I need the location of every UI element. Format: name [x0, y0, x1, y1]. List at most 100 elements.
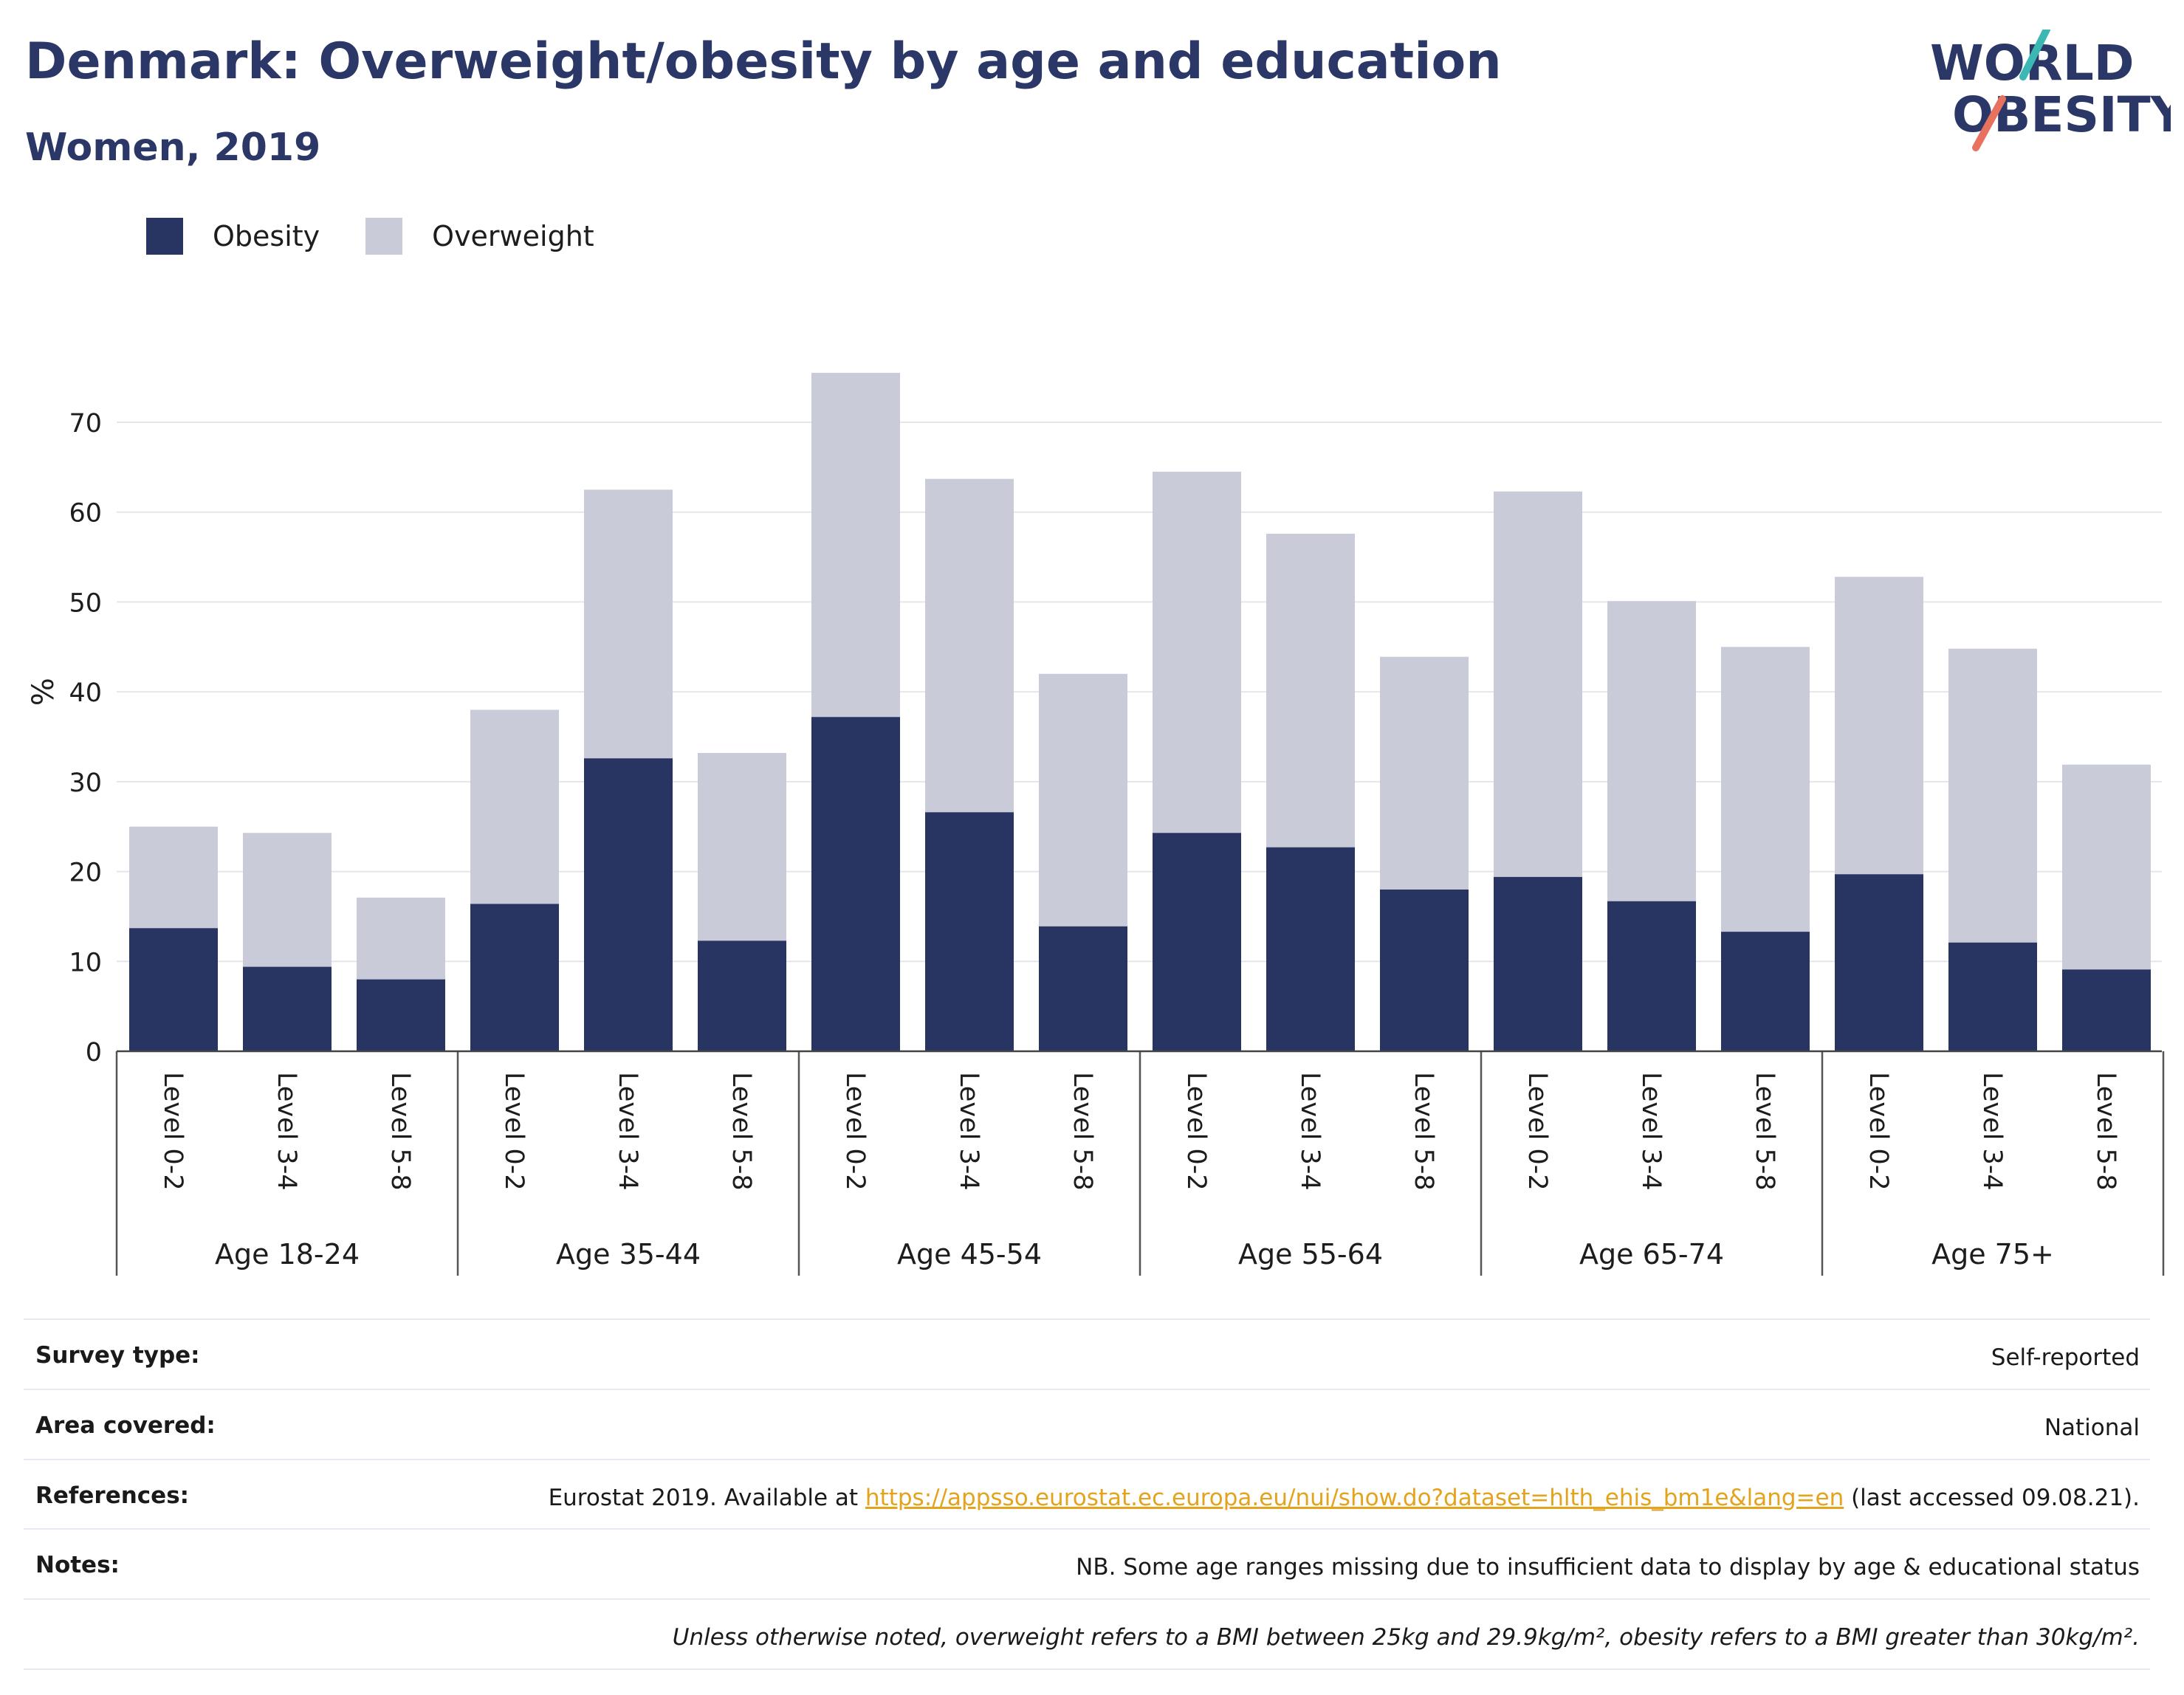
chart-title: Denmark: Overweight/obesity by age and e…	[25, 32, 1502, 91]
info-row-references: References: Eurostat 2019. Available at …	[24, 1458, 2150, 1529]
y-tick-label: 0	[86, 1038, 102, 1067]
x-tick-label: Level 3-4	[954, 1072, 983, 1191]
y-tick-label: 30	[69, 769, 102, 798]
y-tick-label: 40	[69, 678, 102, 708]
y-tick-label: 50	[69, 588, 102, 618]
bar-overweight	[1721, 647, 1810, 932]
x-tick-label: Level 3-4	[272, 1072, 301, 1191]
y-tick-label: 70	[69, 409, 102, 439]
bar-obesity	[811, 717, 900, 1051]
bar-overweight	[470, 709, 559, 904]
bar-overweight	[925, 478, 1014, 813]
x-tick-label: Level 0-2	[158, 1072, 188, 1191]
bar-overweight	[584, 489, 673, 759]
references-suffix: (last accessed 09.08.21).	[1844, 1484, 2140, 1511]
bar-obesity	[1721, 932, 1810, 1051]
info-row-notes: Notes: NB. Some age ranges missing due t…	[24, 1528, 2150, 1598]
x-tick-label: Level 5-8	[727, 1072, 756, 1191]
bar-obesity	[1039, 926, 1127, 1051]
legend-swatch-obesity	[146, 218, 183, 255]
bar-obesity	[1380, 889, 1469, 1051]
x-tick-label: Level 0-2	[1181, 1072, 1211, 1191]
bar-obesity	[1607, 901, 1696, 1051]
x-tick-label: Level 3-4	[613, 1072, 642, 1191]
group-label: Age 75+	[1931, 1238, 2054, 1271]
group-label: Age 18-24	[215, 1238, 360, 1271]
survey-type-value: Self-reported	[1991, 1344, 2140, 1371]
x-tick-label: Level 5-8	[385, 1072, 415, 1191]
bar-overweight	[811, 373, 900, 718]
logo-text-obesity: OBESITY	[1952, 86, 2171, 143]
area-covered-value: National	[2044, 1414, 2140, 1441]
x-tick-label: Level 0-2	[1864, 1072, 1893, 1191]
bar-obesity	[1835, 874, 1923, 1051]
x-tick-label: Level 0-2	[499, 1072, 529, 1191]
x-tick-label: Level 0-2	[840, 1072, 870, 1191]
y-axis-label: %	[27, 678, 61, 706]
bar-overweight	[1153, 471, 1241, 833]
logo-slash-coral	[1972, 95, 2006, 151]
y-tick-label: 10	[69, 948, 102, 977]
bar-overweight	[357, 897, 445, 980]
legend-label-overweight: Overweight	[432, 220, 594, 252]
notes-value: NB. Some age ranges missing due to insuf…	[1076, 1554, 2140, 1581]
bar-obesity	[1153, 833, 1241, 1051]
references-prefix: Eurostat 2019. Available at	[548, 1484, 865, 1511]
group-label: Age 45-54	[897, 1238, 1042, 1271]
legend-label-obesity: Obesity	[213, 220, 320, 252]
x-tick-label: Level 5-8	[1750, 1072, 1779, 1191]
bar-obesity	[1266, 847, 1355, 1051]
x-tick-label: Level 3-4	[1636, 1072, 1666, 1191]
references-link[interactable]: https://appsso.eurostat.ec.europa.eu/nui…	[865, 1484, 1844, 1511]
x-tick-label: Level 5-8	[2091, 1072, 2121, 1191]
info-table: Survey type: Self-reported Area covered:…	[24, 1318, 2150, 1670]
legend-item-obesity[interactable]: Obesity	[146, 218, 320, 255]
x-tick-label: Level 5-8	[1068, 1072, 1097, 1191]
chart-subtitle: Women, 2019	[25, 126, 321, 170]
bar-overweight	[1266, 533, 1355, 848]
legend-swatch-overweight	[365, 218, 403, 255]
bar-obesity	[698, 941, 786, 1051]
bar-overweight	[1835, 577, 1923, 875]
bar-overweight	[1494, 491, 1582, 877]
bar-overweight	[243, 833, 332, 967]
bmi-footnote: Unless otherwise noted, overweight refer…	[672, 1624, 2140, 1651]
bar-overweight	[1607, 601, 1696, 901]
bar-obesity	[243, 966, 332, 1051]
bar-obesity	[129, 928, 218, 1051]
survey-type-label: Survey type:	[35, 1342, 200, 1369]
area-covered-label: Area covered:	[35, 1412, 216, 1439]
world-obesity-logo: WORLD OBESITY	[1930, 30, 2171, 151]
bar-overweight	[698, 752, 786, 941]
y-tick-label: 20	[69, 859, 102, 888]
bar-overweight	[129, 826, 218, 929]
bar-obesity	[925, 812, 1014, 1051]
info-row-footnote: Unless otherwise noted, overweight refer…	[24, 1598, 2150, 1670]
group-label: Age 65-74	[1579, 1238, 1724, 1271]
bar-obesity	[470, 904, 559, 1051]
bar-obesity	[584, 758, 673, 1051]
group-label: Age 35-44	[556, 1238, 701, 1271]
notes-label: Notes:	[35, 1552, 120, 1579]
y-tick-label: 60	[69, 499, 102, 529]
info-row-area: Area covered: National	[24, 1388, 2150, 1459]
logo-slash-teal	[2019, 30, 2050, 80]
group-label: Age 55-64	[1238, 1238, 1383, 1271]
stacked-bar-chart: 0 10 20 30 40 50 60 70% Level 0-2 Level 3-4 Level …	[27, 373, 2165, 1276]
references-value: Eurostat 2019. Available at https://apps…	[549, 1482, 2140, 1514]
x-tick-label: Level 3-4	[1295, 1072, 1325, 1191]
info-row-survey: Survey type: Self-reported	[24, 1318, 2150, 1389]
x-tick-label: Level 0-2	[1522, 1072, 1552, 1191]
references-label: References:	[35, 1482, 190, 1509]
bar-overweight	[2062, 764, 2151, 970]
x-tick-label: Level 5-8	[1409, 1072, 1438, 1191]
bar-overweight	[1948, 648, 2037, 943]
legend: Obesity Overweight	[146, 216, 640, 257]
bar-obesity	[2062, 969, 2151, 1051]
legend-item-overweight[interactable]: Overweight	[365, 218, 594, 255]
x-tick-label: Level 3-4	[1977, 1072, 2007, 1191]
bar-obesity	[357, 979, 445, 1051]
bar-overweight	[1380, 656, 1469, 890]
bar-overweight	[1039, 673, 1127, 926]
bar-obesity	[1948, 942, 2037, 1051]
